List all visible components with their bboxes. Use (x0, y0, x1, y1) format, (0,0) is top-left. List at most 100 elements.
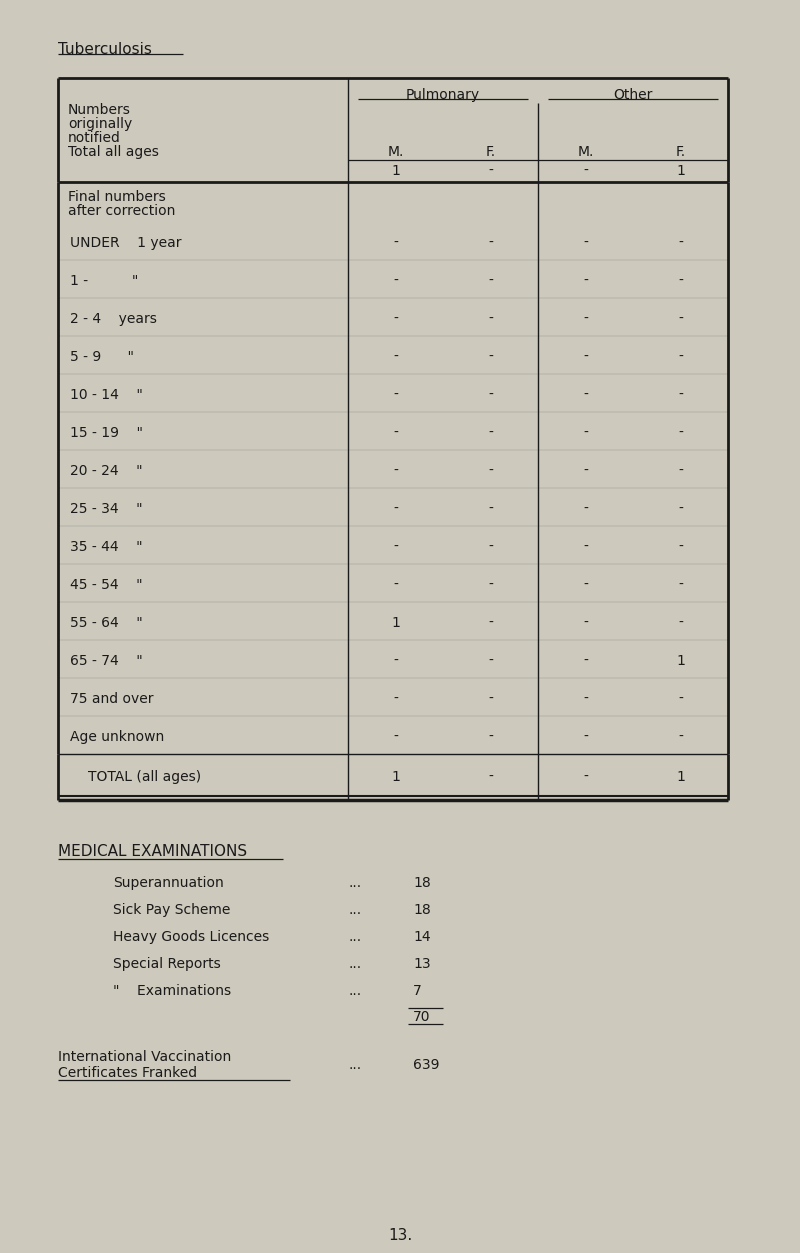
Text: ...: ... (348, 984, 361, 997)
Text: -: - (488, 164, 493, 178)
Text: -: - (678, 464, 683, 477)
Text: ...: ... (348, 957, 361, 971)
Text: -: - (678, 236, 683, 251)
Text: -: - (488, 350, 493, 365)
Text: 10 - 14    ": 10 - 14 " (70, 388, 143, 402)
Text: UNDER    1 year: UNDER 1 year (70, 236, 182, 251)
Text: -: - (678, 730, 683, 744)
Text: International Vaccination: International Vaccination (58, 1050, 231, 1064)
Text: 75 and over: 75 and over (70, 692, 154, 705)
Text: Pulmonary: Pulmonary (406, 88, 480, 101)
Text: 1: 1 (676, 771, 685, 784)
Text: 1: 1 (391, 616, 400, 630)
Text: 55 - 64    ": 55 - 64 " (70, 616, 142, 630)
Text: -: - (488, 464, 493, 477)
Text: Age unknown: Age unknown (70, 730, 164, 744)
Text: Tuberculosis: Tuberculosis (58, 43, 152, 56)
Text: -: - (393, 464, 398, 477)
Text: -: - (583, 388, 588, 402)
Text: Numbers: Numbers (68, 103, 131, 117)
Text: 70: 70 (413, 1010, 430, 1024)
Text: -: - (488, 312, 493, 326)
Text: -: - (488, 236, 493, 251)
Text: -: - (393, 654, 398, 668)
Text: -: - (488, 502, 493, 516)
Text: -: - (583, 312, 588, 326)
Text: ...: ... (348, 1058, 361, 1073)
Text: after correction: after correction (68, 204, 175, 218)
Text: 13.: 13. (388, 1228, 412, 1243)
Text: -: - (583, 578, 588, 591)
Text: 7: 7 (413, 984, 422, 997)
Text: -: - (393, 236, 398, 251)
Text: -: - (678, 388, 683, 402)
Text: 18: 18 (413, 903, 430, 917)
Text: -: - (488, 578, 493, 591)
Text: -: - (488, 654, 493, 668)
Text: -: - (393, 578, 398, 591)
Text: Certificates Franked: Certificates Franked (58, 1066, 197, 1080)
Text: 1 -          ": 1 - " (70, 274, 138, 288)
Text: -: - (488, 274, 493, 288)
Text: 35 - 44    ": 35 - 44 " (70, 540, 142, 554)
Text: -: - (678, 578, 683, 591)
Text: -: - (393, 274, 398, 288)
Text: 13: 13 (413, 957, 430, 971)
Text: ...: ... (348, 930, 361, 944)
Text: -: - (583, 692, 588, 705)
Text: 1: 1 (676, 654, 685, 668)
Text: -: - (393, 730, 398, 744)
Text: 14: 14 (413, 930, 430, 944)
Text: -: - (393, 388, 398, 402)
Text: -: - (393, 692, 398, 705)
Text: -: - (678, 312, 683, 326)
Text: -: - (488, 692, 493, 705)
Text: -: - (583, 464, 588, 477)
Text: -: - (583, 654, 588, 668)
Text: M.: M. (578, 145, 594, 159)
Text: 1: 1 (676, 164, 685, 178)
Text: -: - (583, 164, 588, 178)
Text: -: - (678, 692, 683, 705)
Text: -: - (583, 274, 588, 288)
Text: TOTAL (all ages): TOTAL (all ages) (88, 771, 201, 784)
Text: -: - (488, 540, 493, 554)
Text: -: - (488, 616, 493, 630)
Text: 65 - 74    ": 65 - 74 " (70, 654, 142, 668)
Text: 20 - 24    ": 20 - 24 " (70, 464, 142, 477)
Text: -: - (488, 426, 493, 440)
Text: Special Reports: Special Reports (113, 957, 221, 971)
Text: -: - (393, 426, 398, 440)
Text: 18: 18 (413, 876, 430, 890)
Text: F.: F. (675, 145, 686, 159)
Text: Superannuation: Superannuation (113, 876, 224, 890)
Text: "    Examinations: " Examinations (113, 984, 231, 997)
Text: -: - (583, 730, 588, 744)
Text: 15 - 19    ": 15 - 19 " (70, 426, 143, 440)
Text: -: - (678, 274, 683, 288)
Text: -: - (678, 502, 683, 516)
Text: -: - (583, 502, 588, 516)
Text: -: - (678, 616, 683, 630)
Text: 1: 1 (391, 164, 400, 178)
Text: -: - (488, 771, 493, 784)
Text: -: - (678, 350, 683, 365)
Text: -: - (583, 771, 588, 784)
Text: -: - (678, 540, 683, 554)
Text: 1: 1 (391, 771, 400, 784)
Text: Heavy Goods Licences: Heavy Goods Licences (113, 930, 270, 944)
Text: ...: ... (348, 903, 361, 917)
Text: -: - (678, 426, 683, 440)
Text: 5 - 9      ": 5 - 9 " (70, 350, 134, 365)
Text: -: - (583, 350, 588, 365)
Text: 2 - 4    years: 2 - 4 years (70, 312, 157, 326)
Text: -: - (583, 236, 588, 251)
Text: 639: 639 (413, 1058, 439, 1073)
Text: 25 - 34    ": 25 - 34 " (70, 502, 142, 516)
Text: Sick Pay Scheme: Sick Pay Scheme (113, 903, 230, 917)
Text: -: - (583, 426, 588, 440)
Text: -: - (583, 540, 588, 554)
Text: Total all ages: Total all ages (68, 145, 159, 159)
Text: F.: F. (486, 145, 495, 159)
Text: -: - (583, 616, 588, 630)
